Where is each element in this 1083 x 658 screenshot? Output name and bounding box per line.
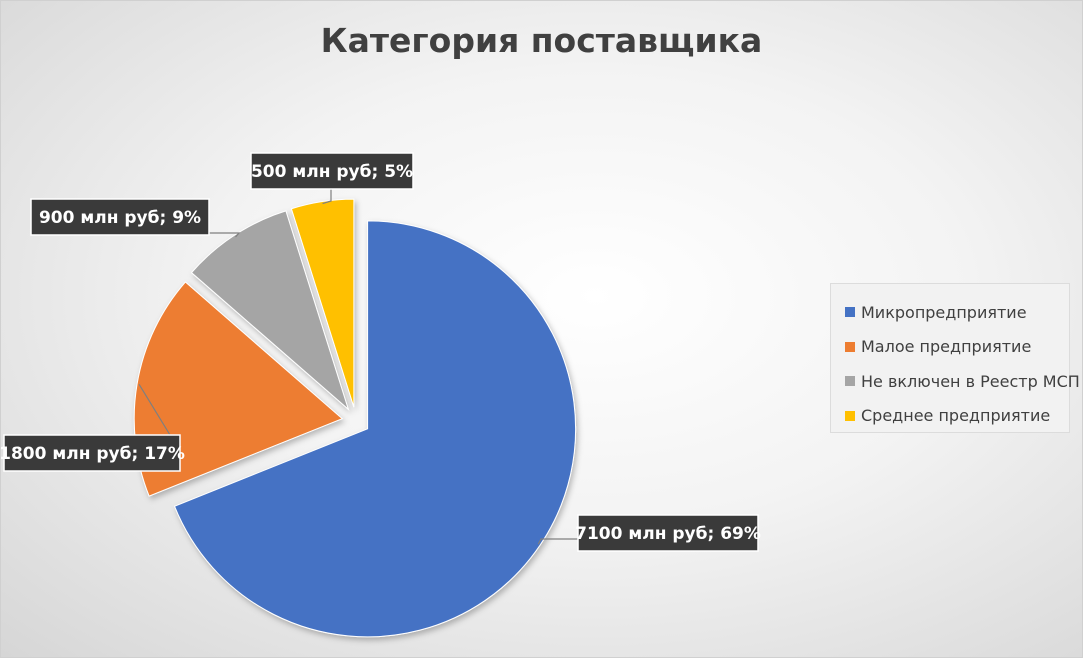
leader-line-2 bbox=[209, 232, 241, 238]
data-label-2: 900 млн руб; 9% bbox=[39, 208, 201, 228]
legend-item: Среднее предприятие bbox=[845, 399, 1069, 434]
legend-item: Микропредприятие bbox=[845, 295, 1069, 330]
legend-swatch bbox=[845, 410, 855, 421]
legend-label: Среднее предприятие bbox=[861, 406, 1051, 426]
legend-item: Не включен в Реестр МСП bbox=[845, 364, 1080, 399]
data-label-box-0 bbox=[577, 514, 759, 552]
data-label-box-1 bbox=[3, 434, 181, 472]
legend-swatch bbox=[845, 341, 855, 352]
chart-title: Категория поставщика bbox=[320, 21, 763, 60]
data-label-3: 500 млн руб; 5% bbox=[251, 162, 413, 182]
legend-item: Малое предприятие bbox=[845, 330, 1069, 365]
pie-slice-2 bbox=[190, 210, 350, 411]
legend-swatch bbox=[845, 376, 855, 387]
legend-label: Микропредприятие bbox=[861, 302, 1027, 322]
data-label-0: 7100 млн руб; 69% bbox=[575, 524, 761, 544]
data-label-box-3 bbox=[250, 152, 414, 190]
legend-label: Не включен в Реестр МСП bbox=[861, 371, 1080, 391]
pie-slice-3 bbox=[290, 198, 355, 408]
leader-line-0 bbox=[537, 538, 578, 545]
data-label-box-2 bbox=[30, 198, 210, 236]
pie-slice-0 bbox=[173, 220, 577, 638]
legend-swatch bbox=[845, 307, 855, 318]
legend-label: Малое предприятие bbox=[861, 337, 1032, 357]
pie-slice-1 bbox=[133, 281, 344, 497]
data-label-1: 1800 млн руб; 17% bbox=[1, 444, 185, 464]
legend: Микропредприятие Малое предприятие Не вклю… bbox=[830, 283, 1080, 434]
leader-line-3 bbox=[322, 189, 332, 205]
